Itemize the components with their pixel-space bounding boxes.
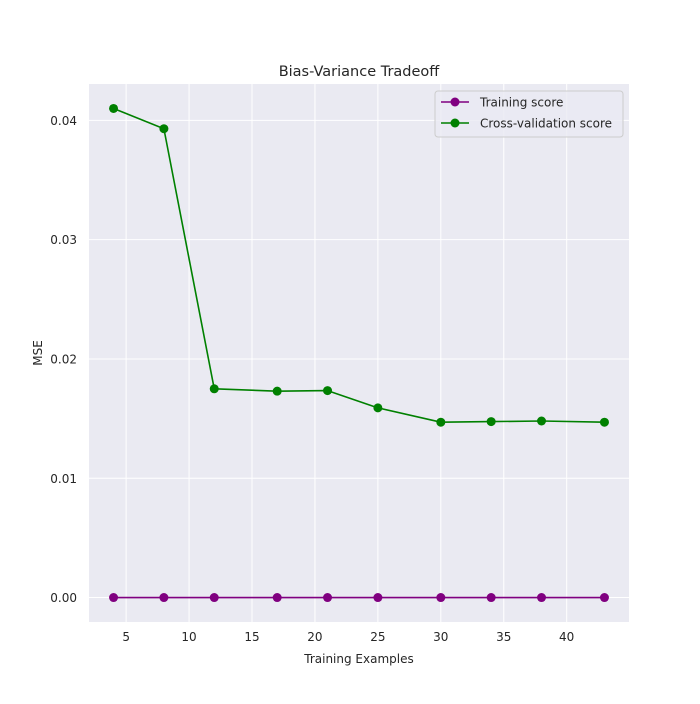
data-point-training-score: [109, 593, 119, 603]
legend-marker-training-score: [450, 97, 460, 107]
data-point-cross-validation-score: [373, 403, 383, 413]
data-point-training-score: [599, 593, 609, 603]
data-point-training-score: [373, 593, 383, 603]
x-tick-label: 30: [433, 630, 448, 644]
data-point-cross-validation-score: [486, 417, 496, 427]
data-point-training-score: [486, 593, 496, 603]
chart-title: Bias-Variance Tradeoff: [279, 64, 441, 80]
y-axis-ticks: 0.00 0.01 0.02 0.03 0.04: [50, 114, 77, 605]
series-cross-validation-score: [109, 103, 609, 427]
plot-area-background: [89, 84, 629, 622]
data-point-cross-validation-score: [109, 103, 119, 113]
legend-item-cross-validation-score: Cross-validation score: [441, 117, 612, 131]
legend-item-training-score: Training score: [441, 96, 563, 110]
x-tick-label: 35: [496, 630, 511, 644]
data-point-cross-validation-score: [599, 417, 609, 427]
data-point-cross-validation-score: [537, 416, 547, 426]
x-tick-label: 15: [244, 630, 259, 644]
y-tick-label: 0.03: [50, 233, 77, 247]
data-point-cross-validation-score: [159, 124, 169, 134]
data-point-cross-validation-score: [436, 417, 446, 427]
y-tick-label: 0.02: [50, 352, 77, 366]
series-line-cross-validation-score: [113, 107, 605, 423]
legend-label-training-score: Training score: [479, 96, 563, 110]
x-tick-label: 25: [370, 630, 385, 644]
series-training-score: [109, 593, 609, 603]
data-point-training-score: [272, 593, 282, 603]
data-point-cross-validation-score: [272, 386, 282, 396]
data-point-training-score: [159, 593, 169, 603]
legend-box: [434, 90, 624, 138]
x-tick-label: 40: [559, 630, 574, 644]
data-point-training-score: [436, 593, 446, 603]
data-point-training-score: [209, 593, 219, 603]
x-tick-label: 20: [307, 630, 322, 644]
data-point-cross-validation-score: [323, 386, 333, 396]
x-tick-label: 5: [122, 630, 130, 644]
y-axis-label: MSE: [31, 340, 45, 366]
x-axis-ticks: 5 10 15 20 25 30 35 40: [122, 630, 574, 644]
y-tick-label: 0.00: [50, 591, 77, 605]
series-lines: [109, 103, 609, 603]
data-point-training-score: [323, 593, 333, 603]
data-point-cross-validation-score: [209, 384, 219, 394]
legend-marker-cross-validation-score: [450, 118, 460, 128]
x-axis-label: Training Examples: [303, 652, 413, 666]
data-point-training-score: [537, 593, 547, 603]
legend-label-cross-validation-score: Cross-validation score: [480, 117, 612, 131]
y-tick-label: 0.01: [50, 472, 77, 486]
y-tick-label: 0.04: [50, 114, 77, 128]
x-tick-label: 10: [181, 630, 196, 644]
legend: Training score Cross-validation score: [434, 90, 624, 138]
